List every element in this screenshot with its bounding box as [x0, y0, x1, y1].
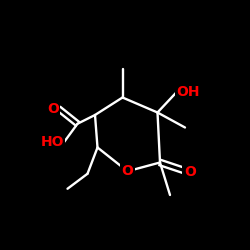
Text: OH: OH: [176, 86, 200, 100]
Text: O: O: [184, 166, 196, 179]
Text: HO: HO: [40, 136, 64, 149]
Text: O: O: [47, 102, 59, 116]
Text: O: O: [122, 164, 134, 178]
